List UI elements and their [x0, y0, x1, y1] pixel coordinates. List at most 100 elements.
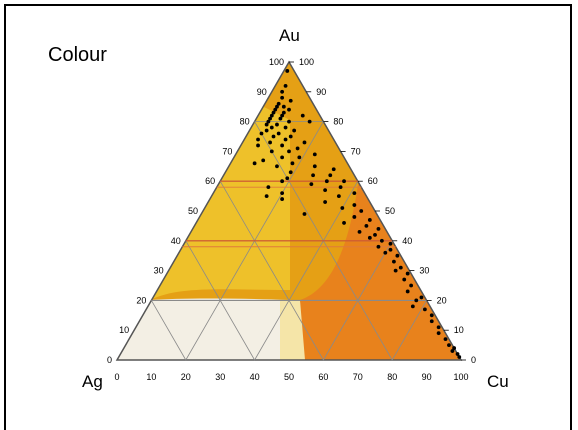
data-point [268, 116, 272, 121]
bottom-tick-label: 80 [387, 372, 397, 382]
left-tick-label: 80 [240, 117, 250, 127]
data-point [302, 212, 307, 216]
data-point [281, 104, 286, 109]
data-points [252, 69, 462, 359]
data-point [287, 107, 291, 112]
data-point [452, 346, 457, 350]
right-tick-label: 90 [316, 87, 326, 97]
data-point [336, 194, 341, 199]
data-point [457, 355, 462, 359]
data-point [292, 128, 297, 133]
right-tick-label: 10 [454, 325, 464, 335]
data-point [275, 104, 279, 109]
grid-line [254, 181, 359, 361]
data-point [300, 113, 305, 118]
data-point [280, 155, 285, 160]
data-point [450, 349, 455, 353]
data-point [383, 250, 388, 255]
data-point [331, 167, 336, 172]
yellow-gold-region [150, 100, 290, 300]
data-point [256, 137, 260, 142]
data-point [271, 134, 276, 139]
data-point [295, 146, 300, 151]
data-point [275, 164, 279, 169]
bottom-tick-label: 90 [422, 372, 432, 382]
data-point [273, 107, 278, 112]
data-point [280, 179, 285, 184]
data-point [324, 179, 329, 184]
data-point [364, 224, 369, 228]
data-point [429, 313, 434, 318]
data-point [280, 197, 285, 201]
data-point [288, 170, 293, 175]
data-point [342, 221, 346, 225]
grid-line [151, 300, 187, 361]
data-point [405, 289, 410, 294]
left-tick-label: 70 [222, 146, 232, 156]
right-tick-label: 30 [419, 266, 429, 276]
data-point [290, 161, 295, 166]
data-point [278, 116, 283, 121]
data-point [393, 268, 398, 273]
vertex-label-cu: Cu [487, 372, 509, 391]
data-point [288, 134, 293, 139]
data-point [288, 98, 293, 103]
data-point [311, 173, 315, 178]
right-tick-label: 50 [385, 206, 395, 216]
data-point [252, 161, 257, 166]
data-point [429, 319, 434, 324]
left-tick-label: 30 [154, 266, 164, 276]
data-point [283, 137, 288, 142]
left-tick-label: 100 [269, 57, 284, 67]
data-point [422, 307, 427, 312]
data-point [436, 325, 441, 330]
data-point [405, 271, 410, 276]
data-point [287, 149, 291, 154]
copper-region [300, 170, 461, 360]
data-point [264, 194, 269, 199]
bottom-tick-label: 0 [114, 372, 119, 382]
data-point [340, 206, 345, 210]
data-point [419, 295, 424, 300]
data-point [402, 277, 407, 282]
data-point [388, 241, 393, 246]
right-tick-label: 20 [437, 295, 447, 305]
left-tick-label: 10 [119, 325, 129, 335]
left-tick-label: 20 [136, 295, 146, 305]
data-point [309, 182, 314, 187]
bottom-tick-label: 10 [146, 372, 156, 382]
data-point [338, 185, 343, 190]
figure-frame [4, 4, 572, 430]
data-point [280, 95, 285, 100]
grid-line [219, 181, 324, 361]
bottom-tick-label: 100 [453, 372, 468, 382]
data-point [285, 69, 290, 73]
bottom-tick-label: 70 [353, 372, 363, 382]
data-point [398, 265, 403, 270]
data-point [323, 188, 328, 193]
data-point [280, 143, 285, 148]
data-point [280, 113, 285, 118]
vertex-label-ag: Ag [82, 372, 103, 391]
data-point [264, 128, 269, 133]
data-point [276, 101, 281, 106]
data-point [388, 247, 393, 252]
data-point [269, 113, 274, 118]
right-tick-label: 100 [299, 57, 314, 67]
right-tick-label: 70 [351, 146, 361, 156]
data-point [367, 235, 372, 240]
bottom-tick-label: 40 [250, 372, 260, 382]
data-point [307, 119, 312, 124]
bottom-axis-ticks: 0 10 20 30 40 50 60 70 80 90 100 [114, 372, 468, 382]
data-point [269, 125, 274, 130]
data-point [261, 158, 266, 163]
bottom-tick-label: 50 [284, 372, 294, 382]
grid-line [391, 300, 427, 361]
data-point [376, 244, 381, 249]
data-point [283, 83, 288, 88]
left-tick-label: 50 [188, 206, 198, 216]
data-point [280, 89, 285, 94]
data-point [455, 352, 460, 356]
data-point [266, 119, 271, 124]
